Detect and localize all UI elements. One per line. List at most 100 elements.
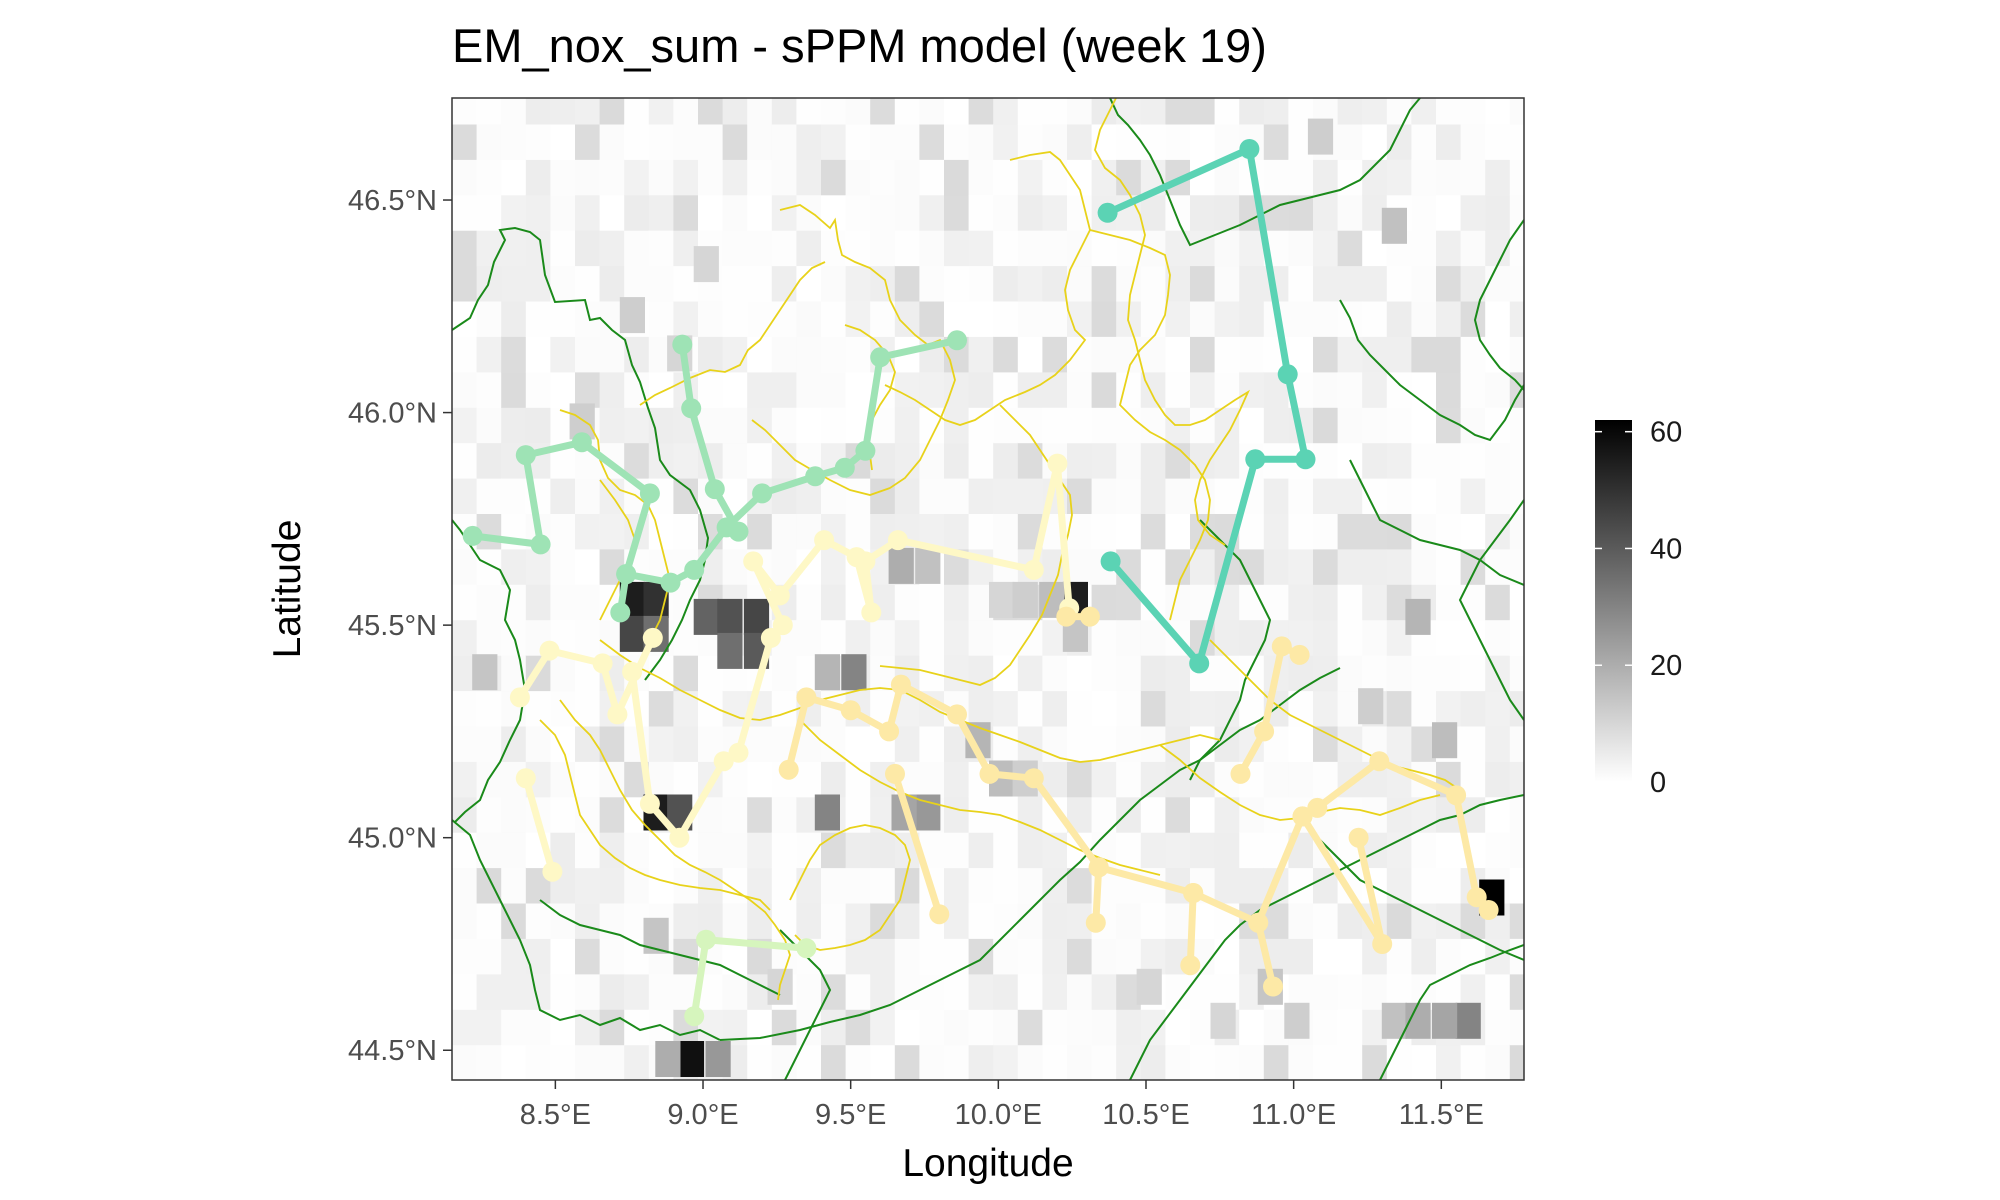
heatmap-cell-bg [944, 230, 970, 267]
heatmap-cell-bg [1239, 1044, 1265, 1080]
heatmap-cell-bg [1042, 938, 1068, 975]
heatmap-cell-bg [1436, 655, 1462, 692]
heatmap-cell-bg [525, 300, 551, 337]
heatmap-cell-bg [771, 98, 797, 125]
heatmap-cell-bg [1091, 265, 1117, 302]
heatmap-cell-bg [599, 230, 625, 267]
heatmap-cell-bg [870, 98, 896, 125]
heatmap-cell-bg [796, 584, 822, 621]
route-point [1097, 202, 1118, 223]
heatmap-cell-bg [452, 761, 478, 798]
heatmap-cell-bg [845, 973, 871, 1010]
heatmap-cell-bg [452, 867, 478, 904]
heatmap-cell-bg [1091, 159, 1117, 196]
heatmap-cell-bg [698, 123, 724, 160]
route-point [947, 330, 967, 351]
heatmap-cell-bg [993, 442, 1019, 479]
heatmap-cell-bg [648, 265, 674, 302]
heatmap-cell-bg [1362, 336, 1388, 373]
heatmap-cell-bg [1313, 194, 1339, 231]
heatmap-cell-bg [1411, 230, 1437, 267]
heatmap-cell-bg [1116, 655, 1142, 692]
heatmap-cell-bg [525, 98, 551, 125]
heatmap-cell-bg [1116, 690, 1142, 727]
heatmap-cell-bg [968, 655, 994, 692]
heatmap-cell-bg [452, 1009, 478, 1046]
heatmap-cell-bg [1263, 194, 1289, 231]
heatmap-cell-bg [648, 98, 674, 125]
heatmap-cell-bg [550, 123, 576, 160]
heatmap-cell-bg [1091, 973, 1117, 1010]
heatmap-cell-bg [1485, 371, 1511, 408]
heatmap-cell-bg [1091, 407, 1117, 444]
route-point [672, 334, 693, 355]
heatmap-cell-bg [771, 867, 797, 904]
heatmap-cell-bg [698, 832, 724, 869]
heatmap-cell-bg [476, 619, 502, 656]
heatmap-cell-bg [599, 513, 625, 550]
heatmap-cell-bg [1165, 725, 1191, 762]
heatmap-cell-bg [673, 761, 699, 798]
x-tick-label: 10.0°E [955, 1099, 1042, 1131]
heatmap-cell-bg [1165, 336, 1191, 373]
heatmap-cell-bg [894, 265, 920, 302]
heatmap-cell-bg [1509, 371, 1524, 408]
heatmap-cell-bg [1017, 407, 1043, 444]
heatmap-cell-bg [550, 584, 576, 621]
heatmap-cell-bg [993, 973, 1019, 1010]
heatmap-cell-bg [993, 478, 1019, 514]
heatmap-cell-bg [796, 336, 822, 373]
heatmap-cell [678, 1041, 705, 1077]
heatmap-cell-bg [968, 478, 994, 514]
heatmap-cell-bg [1288, 584, 1314, 621]
heatmap-cell-bg [599, 973, 625, 1010]
heatmap-cell-bg [476, 725, 502, 762]
heatmap-cell-bg [919, 159, 945, 196]
heatmap-cell-bg [452, 159, 478, 196]
heatmap-cell-bg [1165, 1044, 1191, 1080]
heatmap-cell-bg [1509, 584, 1524, 621]
border-po-east [1299, 819, 1524, 961]
heatmap-cell-bg [722, 371, 748, 408]
heatmap-cell-bg [1067, 548, 1093, 585]
heatmap-cell-bg [1288, 902, 1314, 939]
heatmap-cell-bg [1362, 265, 1388, 302]
route-point [1254, 721, 1275, 742]
heatmap-cell-bg [1165, 655, 1191, 692]
heatmap-cell-bg [476, 938, 502, 975]
heatmap-cell-bg [1140, 442, 1166, 479]
heatmap-cell-bg [722, 98, 748, 125]
heatmap-cell-bg [1436, 690, 1462, 727]
heatmap-cell-bg [821, 98, 847, 125]
heatmap-cell-bg [452, 478, 478, 514]
heatmap-cell-bg [1386, 655, 1412, 692]
heatmap-cell [693, 246, 719, 283]
heatmap-cell-bg [722, 690, 748, 727]
heatmap-cell-bg [1313, 336, 1339, 373]
heatmap-cell-bg [944, 584, 970, 621]
route-point [834, 457, 855, 478]
heatmap-cell-bg [1460, 690, 1486, 727]
heatmap-cell-bg [1239, 336, 1265, 373]
heatmap-cell-bg [673, 98, 699, 125]
heatmap-cell-bg [1116, 478, 1142, 514]
route-point [743, 551, 764, 572]
heatmap-cell-bg [1116, 513, 1142, 550]
heatmap-cell-bg [771, 300, 797, 337]
heatmap-cell-bg [599, 336, 625, 373]
heatmap-cell-bg [1067, 336, 1093, 373]
heatmap-cell-bg [575, 98, 601, 125]
heatmap-cell-bg [870, 938, 896, 975]
heatmap-cell-bg [722, 265, 748, 302]
heatmap-cell-bg [1214, 230, 1240, 267]
heatmap-cell-bg [1239, 265, 1265, 302]
heatmap-cell-bg [1509, 230, 1524, 267]
chart-title: EM_nox_sum - sPPM model (week 19) [452, 19, 1267, 72]
heatmap-cell-bg [1509, 98, 1524, 125]
heatmap-cell-bg [1313, 478, 1339, 514]
heatmap-cell-bg [894, 159, 920, 196]
route-point [947, 704, 967, 725]
heatmap-cell-bg [550, 265, 576, 302]
heatmap-cell-bg [599, 371, 625, 408]
route-point [728, 521, 749, 542]
